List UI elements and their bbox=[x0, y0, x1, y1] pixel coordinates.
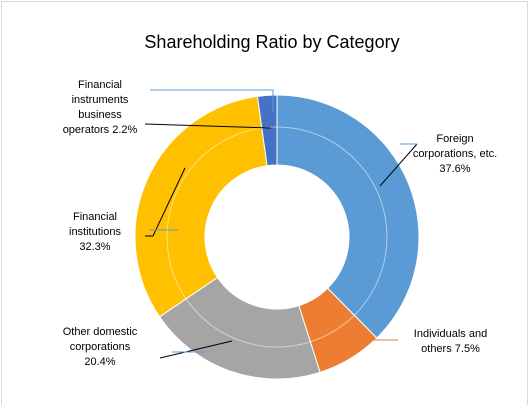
value-label: 37.6% bbox=[439, 163, 471, 175]
data-label: Individuals and others 7.5% bbox=[398, 327, 503, 357]
data-label: Other domestic corporations 20.4% bbox=[60, 325, 140, 370]
value-label: 2.2% bbox=[112, 124, 138, 136]
category-label: Financial institutions bbox=[69, 211, 121, 238]
leader bbox=[145, 167, 186, 237]
leader bbox=[144, 123, 272, 129]
category-label: Financial instruments business operators bbox=[62, 79, 129, 136]
donut-segment bbox=[158, 276, 321, 380]
value-label: 32.3% bbox=[79, 241, 111, 253]
data-label: Foreign corporations, etc. 37.6% bbox=[405, 132, 505, 177]
ring-divider bbox=[166, 126, 388, 348]
value-label: 7.5% bbox=[454, 343, 480, 355]
leader bbox=[379, 143, 418, 187]
chart-title: Shareholding Ratio by Category bbox=[144, 32, 399, 52]
value-label: 20.4% bbox=[84, 356, 116, 368]
category-label: Other domestic corporations bbox=[62, 326, 138, 353]
leader bbox=[150, 89, 274, 112]
donut-segment bbox=[276, 94, 420, 339]
category-label: Foreign corporations, etc. bbox=[412, 133, 498, 160]
donut-segment bbox=[134, 95, 268, 318]
donut-segment bbox=[256, 94, 278, 167]
leader bbox=[159, 340, 233, 359]
category-label: Individuals and others bbox=[413, 328, 488, 355]
data-label: Financial institutions 32.3% bbox=[55, 210, 135, 255]
data-label: Financial instruments business operators… bbox=[60, 78, 140, 138]
leaders bbox=[144, 89, 418, 359]
